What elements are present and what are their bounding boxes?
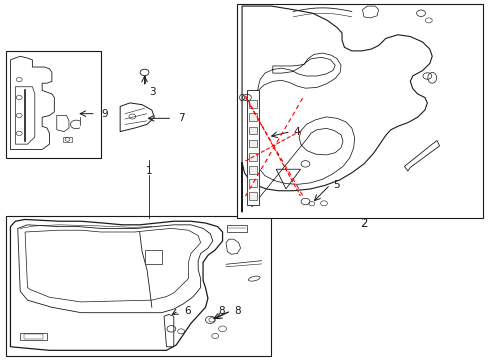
Bar (246, 90, 259, 205)
Bar (248, 166, 257, 174)
Bar (144, 250, 161, 264)
Bar (237, 4, 483, 218)
Text: 8: 8 (233, 306, 240, 316)
Text: 4: 4 (293, 127, 299, 136)
Text: 1: 1 (146, 166, 152, 176)
Bar (248, 192, 257, 200)
Bar (20, 333, 47, 339)
Text: 6: 6 (184, 306, 191, 316)
Text: 8: 8 (218, 306, 224, 316)
Text: 2: 2 (360, 216, 367, 230)
Text: 5: 5 (332, 180, 339, 190)
Text: 9: 9 (102, 109, 108, 119)
Bar (24, 334, 42, 338)
Bar (248, 113, 257, 121)
Bar (248, 153, 257, 161)
Bar (248, 126, 257, 134)
Bar (5, 216, 271, 356)
Bar (248, 140, 257, 148)
Text: 7: 7 (178, 113, 184, 123)
Bar (5, 51, 101, 158)
Bar (63, 136, 72, 142)
Bar (248, 179, 257, 186)
Bar (248, 100, 257, 108)
Text: 3: 3 (149, 87, 156, 97)
